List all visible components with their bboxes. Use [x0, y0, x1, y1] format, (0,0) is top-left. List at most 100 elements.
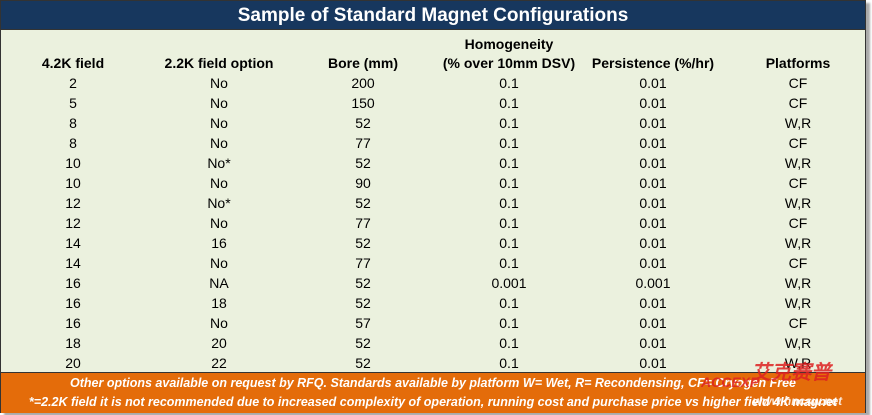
table-cell: W,R	[784, 355, 812, 371]
table-cell: W,R	[784, 195, 812, 211]
table-cell: 0.1	[499, 155, 519, 171]
table-cell: 52	[355, 195, 371, 211]
table-cell: 0.01	[639, 115, 667, 131]
table-cell: 2	[69, 75, 77, 91]
table-cell: 0.1	[499, 255, 519, 271]
table-cell: 14	[65, 235, 81, 251]
table-cell: No	[210, 175, 228, 191]
table-cell: 0.01	[639, 355, 667, 371]
table-cell: No	[210, 115, 228, 131]
table-cell: 52	[355, 335, 371, 351]
table-cell: 12	[65, 215, 81, 231]
table-cell: 0.001	[635, 275, 671, 291]
table-cell: 0.1	[499, 195, 519, 211]
table-cell: 0.01	[639, 135, 667, 151]
table-cell: 52	[355, 115, 371, 131]
table-cell: 16	[211, 235, 227, 251]
table-cell: No*	[207, 195, 231, 211]
table-cell: 90	[355, 175, 371, 191]
footer-note: *=2.2K field it is not recommended due t…	[28, 395, 838, 409]
table-cell: W,R	[784, 335, 812, 351]
table-cell: 0.1	[499, 235, 519, 251]
table-cell: W,R	[784, 235, 812, 251]
table-cell: 0.01	[639, 195, 667, 211]
table-cell: 77	[355, 215, 371, 231]
table-cell: CF	[788, 75, 808, 91]
column-header: Bore (mm)	[327, 55, 398, 71]
table-cell: 0.1	[499, 175, 519, 191]
table-cell: 0.01	[639, 335, 667, 351]
title: Sample of Standard Magnet Configurations	[1, 1, 865, 30]
table-cell: 16	[65, 315, 81, 331]
table-cell: No	[210, 135, 228, 151]
table-cell: 77	[355, 255, 371, 271]
table-cell: 16	[65, 295, 81, 311]
table-cell: 16	[65, 275, 81, 291]
table-cell: 0.1	[499, 135, 519, 151]
table-cell: No	[210, 215, 228, 231]
table-cell: 12	[65, 195, 81, 211]
table-cell: 77	[355, 135, 371, 151]
table-cell: 0.01	[639, 255, 667, 271]
table-cell: 52	[355, 155, 371, 171]
table-cell: W,R	[784, 295, 812, 311]
column-header: 2.2K field option	[164, 55, 274, 71]
table-cell: 52	[355, 295, 371, 311]
footer: Other options available on request by RF…	[1, 372, 865, 413]
table-cell: 0.01	[639, 75, 667, 91]
watermark: ACCEXP 艾克赛普 www.hncsw.net	[701, 356, 866, 412]
table-cell: 14	[65, 255, 81, 271]
watermark-logo: ACCEXP	[701, 374, 760, 390]
table-cell: CF	[788, 135, 808, 151]
table-cell: CF	[788, 255, 808, 271]
table-cell: 20	[211, 335, 227, 351]
table-cell: 5	[69, 95, 77, 111]
table-cell: CF	[788, 175, 808, 191]
table-cell: 18	[65, 335, 81, 351]
table-cell: W,R	[784, 155, 812, 171]
table-cell: 18	[211, 295, 227, 311]
watermark-url: www.hncsw.net	[753, 394, 843, 408]
column-header: Platforms	[765, 55, 831, 71]
table-cell: 10	[65, 155, 81, 171]
table-cell: 52	[355, 235, 371, 251]
table-cell: 200	[351, 75, 375, 91]
table-cell: 0.01	[639, 175, 667, 191]
table-cell: CF	[788, 315, 808, 331]
table-cell: 22	[211, 355, 227, 371]
table-cell: 0.01	[639, 315, 667, 331]
table-cell: 0.01	[639, 235, 667, 251]
table-cell: 0.01	[639, 95, 667, 111]
table-cell: 0.01	[639, 155, 667, 171]
column-header: Homogeneity	[464, 36, 554, 52]
table-cell: 0.01	[639, 295, 667, 311]
table-cell: 0.1	[499, 215, 519, 231]
table-cell: 0.1	[499, 335, 519, 351]
table-cell: CF	[788, 215, 808, 231]
column-header: (% over 10mm DSV)	[442, 55, 576, 71]
column-header: Persistence (%/hr)	[591, 55, 715, 71]
table-cell: W,R	[784, 275, 812, 291]
table-cell: 52	[355, 275, 371, 291]
table-cell: 0.01	[639, 215, 667, 231]
table-cell: 8	[69, 135, 77, 151]
table-cell: 0.001	[491, 275, 527, 291]
table-cell: 52	[355, 355, 371, 371]
table-cell: 10	[65, 175, 81, 191]
table-cell: 0.1	[499, 295, 519, 311]
table-cell: No	[210, 255, 228, 271]
table-cell: 0.1	[499, 315, 519, 331]
table-cell: 8	[69, 115, 77, 131]
table-cell: CF	[788, 95, 808, 111]
table-cell: 57	[355, 315, 371, 331]
footer-note: Other options available on request by RF…	[70, 376, 796, 390]
table-cell: 0.1	[499, 75, 519, 91]
table-cell: 20	[65, 355, 81, 371]
table-cell: No	[210, 315, 228, 331]
table-cell: 0.1	[499, 115, 519, 131]
table-cell: 0.1	[499, 95, 519, 111]
table-cell: NA	[209, 275, 229, 291]
table-cell: 0.1	[499, 355, 519, 371]
